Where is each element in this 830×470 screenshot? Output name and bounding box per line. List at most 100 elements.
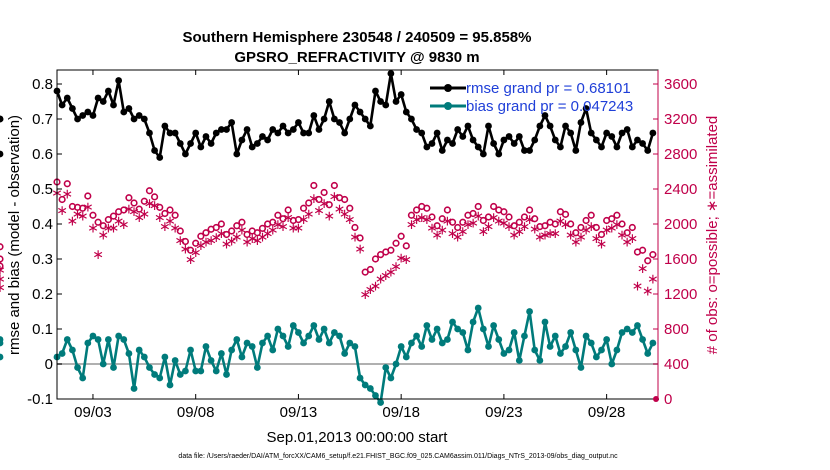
obs-assimilated-point: ∗ <box>462 217 474 233</box>
rmse-point <box>346 115 354 123</box>
obs-assimilated-point: ∗ <box>637 261 649 277</box>
obs-possible-point <box>186 246 195 254</box>
rmse-point <box>248 143 256 151</box>
obs-possible-point <box>551 220 559 228</box>
bias-point <box>0 353 4 361</box>
obs-possible-point <box>109 212 118 220</box>
bias-point <box>557 350 564 357</box>
y-right-tick-label: 3200 <box>664 111 697 128</box>
obs-assimilated-point: ∗ <box>370 278 382 294</box>
obs-possible-point <box>628 223 636 232</box>
rmse-point <box>618 129 626 137</box>
rmse-point <box>0 115 4 123</box>
obs-possible-point <box>217 220 225 228</box>
obs-assimilated-point: ∗ <box>380 268 392 284</box>
obs-assimilated-point: ∗ <box>61 186 73 202</box>
rmse-point <box>269 126 277 133</box>
obs-assimilated-point: ∗ <box>293 221 305 237</box>
rmse-point <box>238 136 246 144</box>
obs-possible-point <box>269 218 277 226</box>
rmse-point <box>628 143 636 151</box>
bias-point <box>274 325 282 333</box>
obs-assimilated-point: ∗ <box>0 271 6 287</box>
bias-point <box>541 318 549 326</box>
obs-assimilated-point: ∗ <box>103 221 115 237</box>
y-left-tick-label: 0.2 <box>32 286 53 303</box>
obs-possible-point <box>310 181 318 190</box>
y-right-tick-label: 400 <box>664 356 689 373</box>
obs-assimilated-point: ∗ <box>210 230 222 246</box>
rmse-point <box>521 147 528 154</box>
obs-possible-point <box>443 206 451 214</box>
rmse-point <box>140 115 148 123</box>
obs-possible-point <box>356 234 364 242</box>
obs-assimilated-point: ∗ <box>118 217 130 233</box>
obs-possible-point <box>222 230 231 239</box>
rmse-point <box>572 147 580 154</box>
obs-possible-point <box>638 246 647 254</box>
bias-point <box>649 339 657 347</box>
rmse-point <box>418 129 426 137</box>
obs-assimilated-point: ∗ <box>483 219 495 235</box>
bias-point <box>310 322 318 329</box>
rmse-point <box>603 129 611 137</box>
rmse-point <box>485 122 492 130</box>
obs-assimilated-point: ∗ <box>477 224 489 240</box>
obs-assimilated-point: ∗ <box>436 222 448 238</box>
rmse-point <box>79 112 87 119</box>
y-right-tick-label: 3600 <box>664 76 697 93</box>
bias-point <box>413 332 420 340</box>
obs-possible-point <box>459 218 467 226</box>
bias-point <box>464 346 472 354</box>
y-left-tick-label: -0.1 <box>27 391 53 408</box>
legend: rmse grand pr = 0.68101 bias grand pr = … <box>430 80 633 115</box>
bias-point <box>89 332 97 340</box>
bias-point <box>63 336 71 343</box>
rmse-point <box>469 136 477 144</box>
chart-title-line1: Southern Hemisphere 230548 / 240509 = 95… <box>183 29 532 46</box>
obs-assimilated-point: ∗ <box>56 203 68 219</box>
bias-point <box>485 343 492 350</box>
obs-assimilated-point: ∗ <box>329 189 341 205</box>
rmse-point <box>217 126 225 133</box>
rmse-point <box>644 147 652 154</box>
rmse-point <box>99 98 107 105</box>
bias-point <box>567 329 575 336</box>
obs-possible-point <box>320 188 328 197</box>
bias-point <box>166 381 174 389</box>
bias-point <box>356 374 364 382</box>
rmse-point <box>341 129 349 137</box>
rmse-point <box>192 129 200 137</box>
bias-point <box>259 339 266 347</box>
bias-point <box>551 332 559 340</box>
x-axis-label: Sep.01,2013 00:00:00 start <box>267 429 449 446</box>
rmse-point <box>562 122 569 130</box>
bias-point <box>104 336 112 343</box>
x-tick-label: 09/28 <box>588 404 626 421</box>
y-left-tick-label: 0.4 <box>32 216 53 233</box>
obs-assimilated-point: ∗ <box>493 214 505 230</box>
y-axis-left-label: rmse and bias (model - observation) <box>6 115 23 355</box>
bias-point <box>284 343 292 350</box>
rmse-point <box>361 115 369 123</box>
bias-point <box>99 360 107 368</box>
obs-possible-point <box>192 239 200 247</box>
obs-possible-point <box>176 227 184 235</box>
obs-assimilated-point: ∗ <box>87 221 99 237</box>
bias-point <box>341 350 349 357</box>
rmse-point <box>592 136 600 144</box>
bias-point <box>443 336 451 343</box>
obs-assimilated-point: ∗ <box>395 250 407 266</box>
bias-point <box>423 322 431 329</box>
obs-possible-point <box>346 204 354 212</box>
obs-possible-point <box>258 224 267 232</box>
obs-possible-point <box>150 193 159 201</box>
bias-point <box>562 343 569 350</box>
rmse-point <box>546 122 554 130</box>
obs-possible-point <box>402 242 410 250</box>
obs-assimilated-point: ∗ <box>298 212 310 228</box>
obs-possible-point <box>618 220 626 228</box>
obs-assimilated-point: ∗ <box>313 203 325 219</box>
obs-possible-point <box>412 206 421 214</box>
rmse-point <box>372 87 379 95</box>
